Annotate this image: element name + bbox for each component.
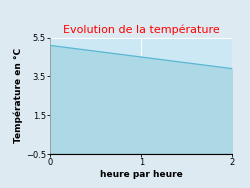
Title: Evolution de la température: Evolution de la température — [63, 25, 220, 35]
Y-axis label: Température en °C: Température en °C — [14, 48, 23, 143]
X-axis label: heure par heure: heure par heure — [100, 170, 182, 179]
